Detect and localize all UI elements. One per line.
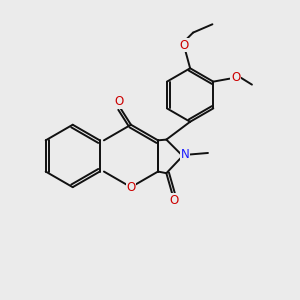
Text: O: O	[126, 181, 136, 194]
Text: O: O	[114, 95, 124, 108]
Text: N: N	[181, 148, 189, 161]
Text: O: O	[169, 194, 178, 207]
Text: O: O	[231, 71, 240, 84]
Text: O: O	[180, 39, 189, 52]
